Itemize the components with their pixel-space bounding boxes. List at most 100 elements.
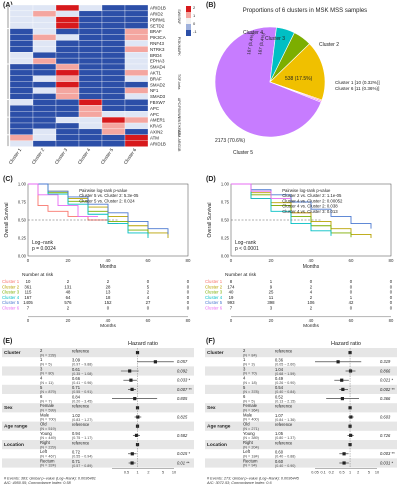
heatmap-cell bbox=[32, 46, 57, 53]
heatmap-cluster-label: Cluster 4 bbox=[77, 147, 92, 165]
forest-estimate: 0.49 bbox=[275, 376, 284, 381]
forest-estimate: reference bbox=[72, 404, 90, 409]
heatmap-cell bbox=[9, 28, 34, 35]
forest-variable: Location bbox=[207, 442, 227, 448]
risk-cell: 0 bbox=[147, 279, 150, 284]
forest-row-bg bbox=[205, 384, 397, 394]
km-x-tick: 0 bbox=[230, 258, 233, 263]
forest-row-bg bbox=[205, 348, 397, 358]
risk-cell: 0 bbox=[390, 295, 393, 300]
km-y-tick: 1.00 bbox=[221, 182, 230, 187]
forest-axis-tick: 0.5 bbox=[339, 471, 344, 475]
forest-row-bg bbox=[2, 440, 194, 450]
forest-level: Right bbox=[40, 440, 51, 445]
risk-cell: 167 bbox=[24, 295, 32, 300]
heatmap-cell bbox=[9, 105, 34, 112]
heatmap-cell bbox=[78, 16, 103, 23]
km-y-tick: 0.25 bbox=[221, 236, 230, 241]
risk-cell: 0 bbox=[350, 284, 353, 289]
forest-estimate: 0.60 bbox=[275, 459, 284, 464]
heatmap-cell bbox=[78, 28, 103, 35]
forest-estimate: reference bbox=[275, 404, 293, 409]
km-annotation: Cluster 4 vs. Cluster 2: 0.00052 bbox=[282, 198, 343, 203]
heatmap-cell bbox=[101, 40, 126, 47]
km-curve bbox=[231, 183, 372, 238]
panel-label-d: (D) bbox=[206, 176, 216, 183]
km-y-tick: 0.50 bbox=[221, 218, 230, 223]
km-x-tick: 40 bbox=[106, 258, 111, 263]
risk-cell: 576 bbox=[64, 300, 72, 305]
risk-cell: 0 bbox=[390, 300, 393, 305]
forest-point bbox=[336, 360, 340, 364]
heatmap-cell bbox=[124, 93, 149, 100]
risk-row-label: Cluster 4 bbox=[2, 295, 20, 300]
forest-point bbox=[342, 452, 346, 456]
heatmap-cell bbox=[55, 40, 80, 47]
heatmap-cell bbox=[9, 122, 34, 130]
heatmap-cell bbox=[78, 75, 103, 82]
heatmap-gene-label: ARID2 bbox=[150, 12, 163, 17]
forest-level: 6 bbox=[243, 394, 246, 399]
heatmap-gene-label: ATM bbox=[150, 135, 159, 140]
risk-cell: 7 bbox=[230, 306, 233, 311]
forest-ci: (0.13 − 2.15) bbox=[275, 399, 295, 403]
forest-point bbox=[348, 351, 352, 355]
km-annotation: Cluster 4 vs. Cluster 2: 0.038 bbox=[282, 204, 338, 209]
forest-n: (N = 11) bbox=[40, 381, 54, 385]
km-annotation: Pairwise log-rank p-value bbox=[282, 188, 331, 193]
heatmap-cell bbox=[55, 10, 80, 17]
forest-point bbox=[349, 433, 353, 437]
heatmap-cell bbox=[55, 87, 80, 94]
heatmap-gene-label: FBXW7 bbox=[150, 100, 166, 105]
heatmap-cell bbox=[124, 57, 149, 65]
heatmap-cell bbox=[32, 16, 57, 23]
km-x-tick: 80 bbox=[389, 258, 394, 263]
heatmap-cell bbox=[55, 134, 80, 141]
forest-level: Old bbox=[243, 422, 250, 427]
heatmap-gene-label: APC bbox=[150, 112, 159, 117]
heatmap-legend-label: 2 bbox=[193, 5, 196, 10]
heatmap-cell bbox=[32, 93, 57, 100]
heatmap-cell bbox=[9, 46, 34, 53]
km-x-label: Months bbox=[303, 264, 320, 270]
pie-slice-label: Cluster 1 [10 (0.32%)] bbox=[335, 80, 380, 85]
km-x-tick: 20 bbox=[66, 258, 71, 263]
heatmap-cell bbox=[101, 93, 126, 100]
heatmap-gene-label: AKT1 bbox=[150, 71, 162, 76]
heatmap-cell bbox=[101, 134, 126, 141]
heatmap-gene-label: ARID1B bbox=[150, 6, 166, 11]
forest-level: 3 bbox=[243, 366, 246, 371]
risk-cell: 28 bbox=[106, 284, 111, 289]
forest-n: (N = 3) bbox=[243, 363, 255, 367]
forest-point bbox=[340, 397, 345, 401]
risk-cell: 11 bbox=[269, 295, 274, 300]
km-x-tick: 20 bbox=[269, 258, 274, 263]
heatmap-cell bbox=[78, 46, 103, 53]
risk-x-tick: 20 bbox=[269, 318, 274, 323]
forest-level: 2 bbox=[243, 348, 246, 353]
forest-estimate: reference bbox=[72, 440, 90, 445]
forest-axis-tick: 2 bbox=[357, 471, 359, 475]
heatmap-cell bbox=[32, 116, 57, 124]
heatmap-cell bbox=[101, 69, 126, 76]
heatmap-legend-swatch bbox=[186, 24, 191, 30]
forest-row-bg bbox=[205, 440, 397, 450]
forest-n: (N = 5) bbox=[243, 399, 255, 403]
km-x-tick: 60 bbox=[146, 258, 151, 263]
risk-cell: 13 bbox=[106, 290, 111, 295]
forest-ci: (0.83 − 1.27) bbox=[72, 418, 92, 422]
forest-row-bg bbox=[205, 403, 397, 413]
forest-variable: Cluster bbox=[207, 350, 224, 356]
forest-point bbox=[129, 378, 133, 382]
risk-cell: 5 bbox=[147, 284, 150, 289]
pie-slice bbox=[269, 81, 322, 103]
km-x-tick: 60 bbox=[349, 258, 354, 263]
forest-footer: AIC: 4950.55; Concordance Index: 0.58 bbox=[3, 481, 72, 485]
km-y-tick: 0.25 bbox=[18, 236, 27, 241]
heatmap-cell bbox=[124, 16, 149, 23]
heatmap-gene-label: KRAS bbox=[150, 124, 162, 129]
risk-x-tick: 40 bbox=[106, 318, 111, 323]
forest-axis-tick: 10 bbox=[375, 471, 379, 475]
forest-level: Left bbox=[40, 449, 48, 454]
pie-cluster-name: Cluster 5 bbox=[233, 150, 253, 156]
